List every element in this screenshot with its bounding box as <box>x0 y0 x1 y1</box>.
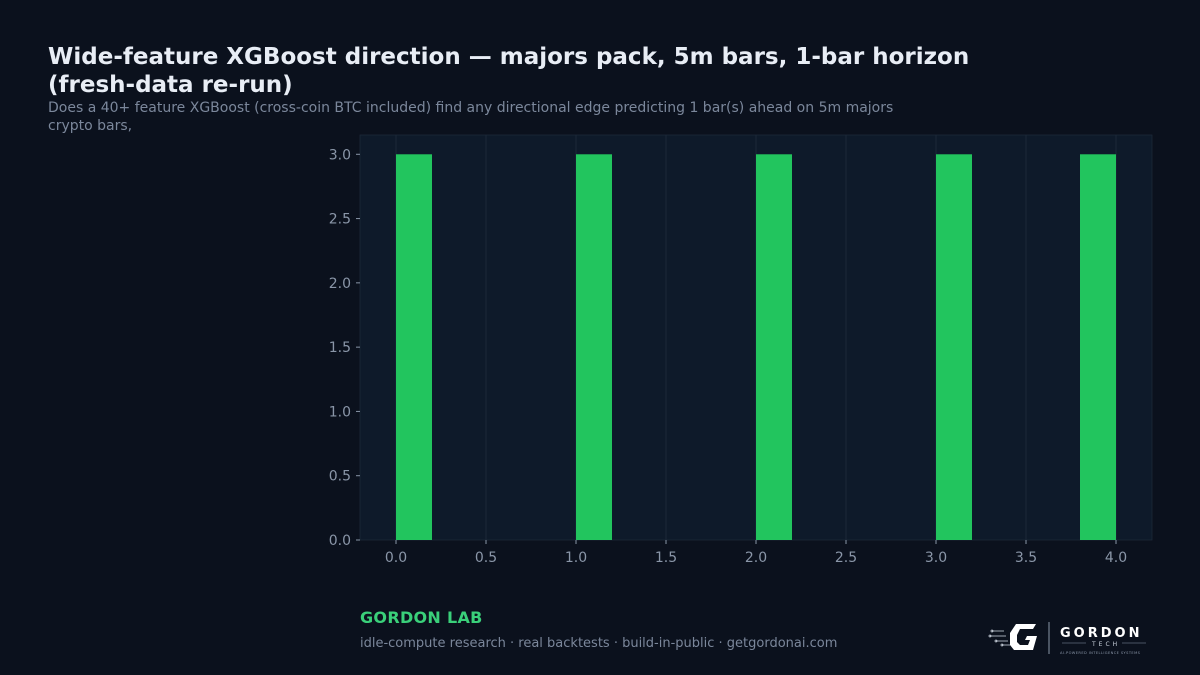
gordon-tech-logo[interactable]: GORDON TECH AI-POWERED INTELLIGENCE SYST… <box>986 616 1150 658</box>
y-tick-label: 3.0 <box>329 147 351 163</box>
x-tick-label: 3.5 <box>1015 550 1037 566</box>
y-tick-label: 1.0 <box>329 404 351 420</box>
x-tick-label: 3.0 <box>925 550 947 566</box>
bar <box>576 154 612 541</box>
x-tick-label: 1.0 <box>565 550 587 566</box>
footer-tagline: idle-compute research · real backtests ·… <box>360 636 838 651</box>
chart-subtitle: Does a 40+ feature XGBoost (cross-coin B… <box>48 100 894 134</box>
bar <box>396 154 432 541</box>
g-mark-icon <box>1010 624 1037 650</box>
x-tick-label: 0.0 <box>385 550 407 566</box>
logo-fine-print: AI-POWERED INTELLIGENCE SYSTEMS <box>1060 651 1141 655</box>
y-tick-label: 0.5 <box>329 469 351 485</box>
y-axis: 0.0 0.5 1.0 1.5 2.0 2.5 3.0 <box>329 147 360 549</box>
x-tick-label: 1.5 <box>655 550 677 566</box>
bar <box>756 154 792 541</box>
bar <box>1080 154 1116 541</box>
bar <box>936 154 972 541</box>
y-tick-label: 1.5 <box>329 340 351 356</box>
x-tick-label: 2.0 <box>745 550 767 566</box>
y-tick-label: 2.5 <box>329 212 351 228</box>
x-axis: 0.0 0.5 1.0 1.5 2.0 2.5 3.0 3.5 4.0 <box>385 540 1127 566</box>
brand-name: GORDON LAB <box>360 608 483 627</box>
chart-title: Wide-feature XGBoost direction — majors … <box>48 44 970 98</box>
logo-subtext: TECH <box>1091 641 1120 648</box>
bar-series <box>396 154 1116 541</box>
x-tick-label: 4.0 <box>1105 550 1127 566</box>
y-tick-label: 2.0 <box>329 276 351 292</box>
x-tick-label: 0.5 <box>475 550 497 566</box>
x-tick-label: 2.5 <box>835 550 857 566</box>
y-tick-label: 0.0 <box>329 533 351 549</box>
circuit-icon <box>988 629 1010 647</box>
logo-wordmark: GORDON <box>1060 626 1142 641</box>
